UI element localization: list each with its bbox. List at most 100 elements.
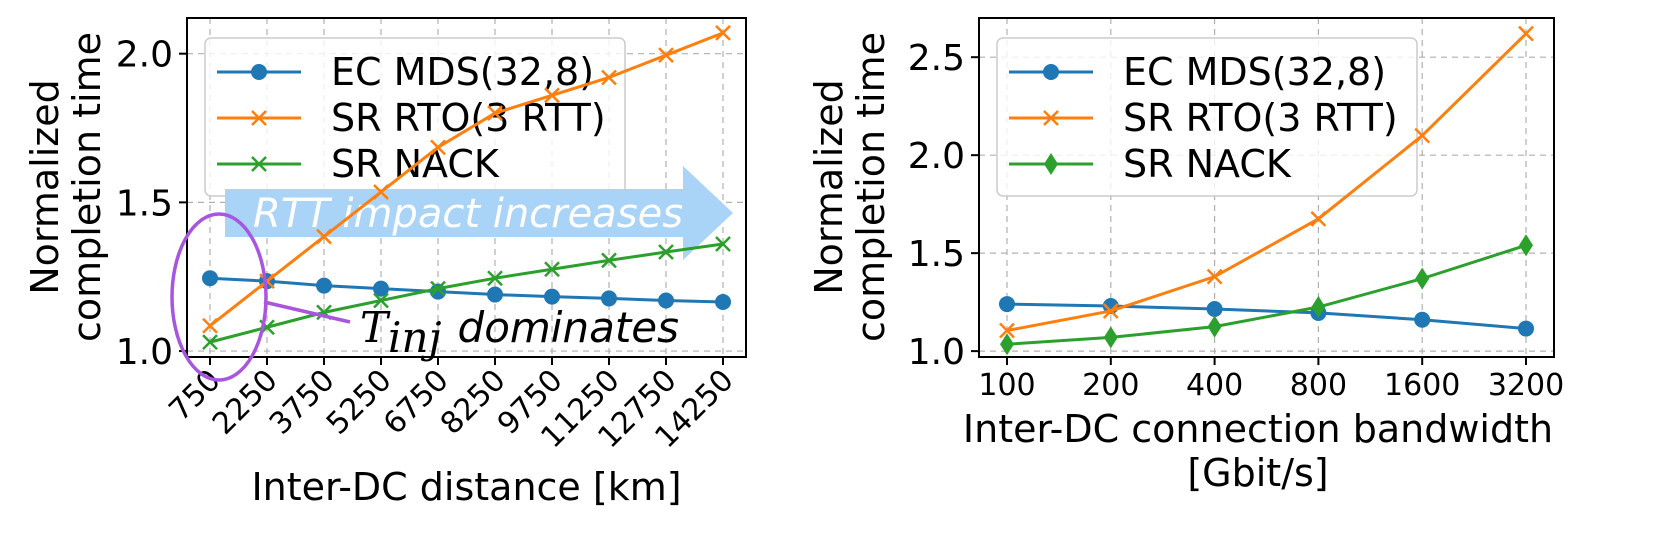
data-point — [1415, 267, 1430, 290]
data-point — [1518, 320, 1534, 337]
legend-box — [996, 37, 1418, 197]
x-tick-label: 800 — [1290, 368, 1347, 403]
y-axis-label-line: Normalized — [807, 79, 851, 295]
x-tick-label: 6750 — [377, 363, 456, 442]
data-point — [1310, 210, 1327, 227]
data-point — [487, 105, 503, 122]
data-point — [259, 273, 275, 290]
highlight-ellipse — [170, 212, 268, 382]
legend-marker — [1044, 153, 1058, 175]
series-line — [209, 242, 724, 344]
x-tick-label: 400 — [1186, 368, 1243, 403]
x-tick-label: 3750 — [263, 363, 342, 442]
annotation-arrow: RTT impact increases — [225, 166, 733, 260]
data-point — [1414, 311, 1431, 328]
data-point — [202, 334, 218, 351]
y-tick-label: 1.0 — [908, 332, 965, 373]
data-point — [601, 69, 617, 86]
legend-label: SR RTO(3 RTT) — [331, 96, 606, 140]
data-point — [202, 317, 218, 334]
data-point — [487, 270, 503, 287]
y-tick-label: 2.0 — [908, 136, 965, 177]
data-point — [487, 286, 503, 303]
data-point — [544, 261, 560, 278]
legend-item: EC MDS(32,8) — [217, 50, 594, 94]
y-axis-label-line: completion time — [65, 32, 109, 342]
data-point — [601, 252, 617, 269]
tinj-symbol: T — [360, 303, 391, 352]
series-line — [209, 276, 724, 304]
x-tick-label: 3200 — [1488, 368, 1564, 403]
tinj-text: dominates — [458, 303, 679, 352]
x-tick-label: 200 — [1082, 368, 1139, 403]
pointer-line — [263, 300, 351, 324]
data-point — [1103, 326, 1118, 349]
x-tick-label: 2250 — [206, 363, 285, 442]
plot-frame — [978, 17, 1555, 358]
legend: EC MDS(32,8)SR RTO(3 RTT)SR NACK — [996, 37, 1418, 197]
data-point — [1414, 127, 1431, 144]
legend-item: SR NACK — [1009, 142, 1292, 186]
data-point — [658, 292, 674, 309]
x-tick-label: 100 — [978, 368, 1035, 403]
data-point — [1207, 315, 1222, 338]
legend: EC MDS(32,8)SR RTO(3 RTT)SR NACK — [204, 37, 626, 197]
series-1 — [999, 25, 1534, 339]
chart-bandwidth: 100 200 400 800 1600 3200 1.0 1.5 2.0 2.5 Normaliz… — [807, 17, 1564, 495]
plot-frame — [186, 17, 747, 358]
data-point — [658, 47, 674, 64]
legend-item: SR RTO(3 RTT) — [1009, 96, 1398, 140]
series-line — [1006, 243, 1527, 346]
chart-distance: 7502250375052506750825097501125012750142… — [23, 17, 747, 509]
legend-item: SR RTO(3 RTT) — [217, 96, 606, 140]
series-1 — [202, 24, 731, 334]
y-tick-label: 1.0 — [116, 332, 173, 373]
annotation-tinj: Tinj dominates — [170, 212, 679, 382]
x-tick-label: 1600 — [1384, 368, 1460, 403]
x-tick-label: 5250 — [320, 363, 399, 442]
data-point — [1311, 296, 1326, 319]
data-point — [999, 322, 1015, 339]
legend-label: SR NACK — [1123, 142, 1292, 186]
data-point — [1518, 25, 1534, 42]
data-point — [373, 280, 389, 297]
legend-marker — [1043, 64, 1059, 80]
data-point — [373, 292, 389, 309]
arrow-text: RTT impact increases — [253, 191, 683, 237]
impact-arrow — [225, 166, 733, 260]
y-tick-label: 2.5 — [908, 38, 965, 79]
x-tick-label: 8250 — [434, 363, 513, 442]
data-point — [1102, 303, 1119, 319]
series-0 — [202, 270, 731, 310]
x-axis-label-line2: [Gbit/s] — [1187, 451, 1328, 495]
data-point — [658, 244, 674, 260]
legend-label: EC MDS(32,8) — [331, 50, 594, 94]
data-point — [430, 139, 446, 156]
data-point — [715, 236, 731, 252]
y-axis-label-line: completion time — [849, 32, 893, 342]
series-line — [1006, 32, 1528, 333]
data-point — [715, 293, 731, 310]
tinj-subscript: inj — [388, 313, 442, 362]
y-tick-label: 1.5 — [908, 234, 965, 275]
data-point — [1000, 333, 1014, 356]
y-axis-label-line: Normalized — [23, 79, 67, 295]
data-point — [202, 270, 218, 287]
legend-marker — [251, 64, 267, 80]
data-point — [999, 296, 1015, 313]
series-2 — [202, 236, 731, 351]
data-point — [544, 288, 560, 305]
data-point — [1206, 300, 1223, 317]
legend-label: EC MDS(32,8) — [1123, 50, 1386, 94]
x-axis-label: Inter-DC distance [km] — [251, 465, 681, 509]
data-point — [430, 280, 446, 297]
data-point — [1519, 234, 1533, 257]
x-axis-label: Inter-DC connection bandwidth — [963, 407, 1553, 451]
tinj-label: Tinj dominates — [360, 303, 679, 362]
series-line — [209, 31, 724, 327]
data-point — [316, 277, 332, 294]
data-point — [430, 283, 446, 300]
